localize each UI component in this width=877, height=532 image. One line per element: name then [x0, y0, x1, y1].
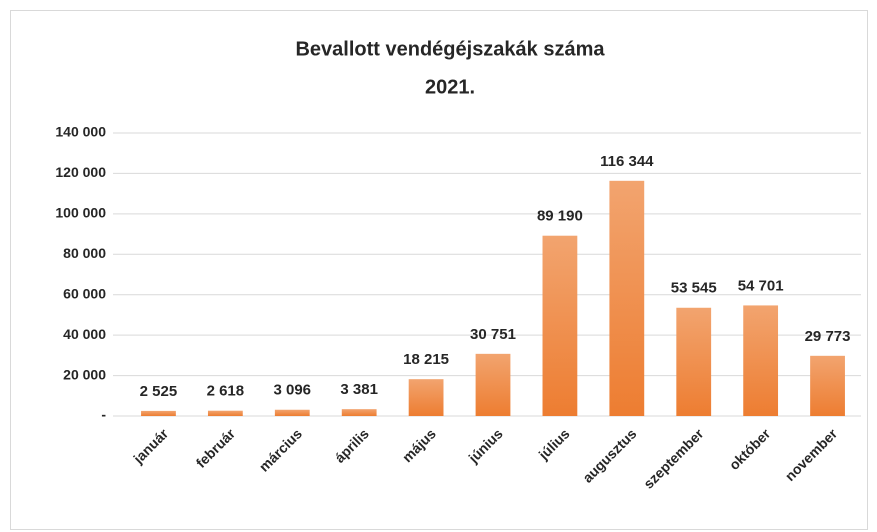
bar: [542, 235, 578, 416]
y-tick-label: 40 000: [63, 326, 106, 342]
y-tick-label: -: [101, 407, 106, 423]
bar: [676, 307, 712, 416]
y-tick-label: 100 000: [55, 205, 106, 221]
value-label: 18 215: [403, 351, 449, 368]
bar: [743, 305, 779, 416]
value-label: 2 525: [140, 383, 178, 400]
bar: [408, 379, 444, 416]
bar: [274, 409, 310, 416]
value-label: 29 773: [805, 328, 851, 345]
bar: [341, 409, 377, 416]
value-label: 53 545: [671, 280, 717, 297]
y-tick-label: 120 000: [55, 164, 106, 180]
value-label: 3 381: [340, 381, 378, 398]
bar: [609, 180, 645, 416]
bar: [141, 410, 176, 416]
y-tick-label: 140 000: [55, 124, 106, 140]
chart-border: [10, 10, 868, 530]
bar: [475, 353, 511, 416]
value-label: 116 344: [600, 153, 654, 170]
y-tick-label: 80 000: [63, 245, 106, 261]
value-label: 30 751: [470, 326, 516, 343]
chart-subtitle: 2021.: [425, 76, 475, 98]
y-tick-label: 20 000: [63, 366, 106, 382]
bar: [207, 410, 243, 416]
value-label: 54 701: [738, 277, 784, 294]
chart-title: Bevallott vendégéjszakák száma: [295, 38, 605, 60]
y-tick-label: 60 000: [63, 285, 106, 301]
value-label: 3 096: [273, 382, 311, 399]
bar: [810, 355, 845, 416]
value-label: 89 190: [537, 208, 583, 225]
value-label: 2 618: [207, 383, 245, 400]
